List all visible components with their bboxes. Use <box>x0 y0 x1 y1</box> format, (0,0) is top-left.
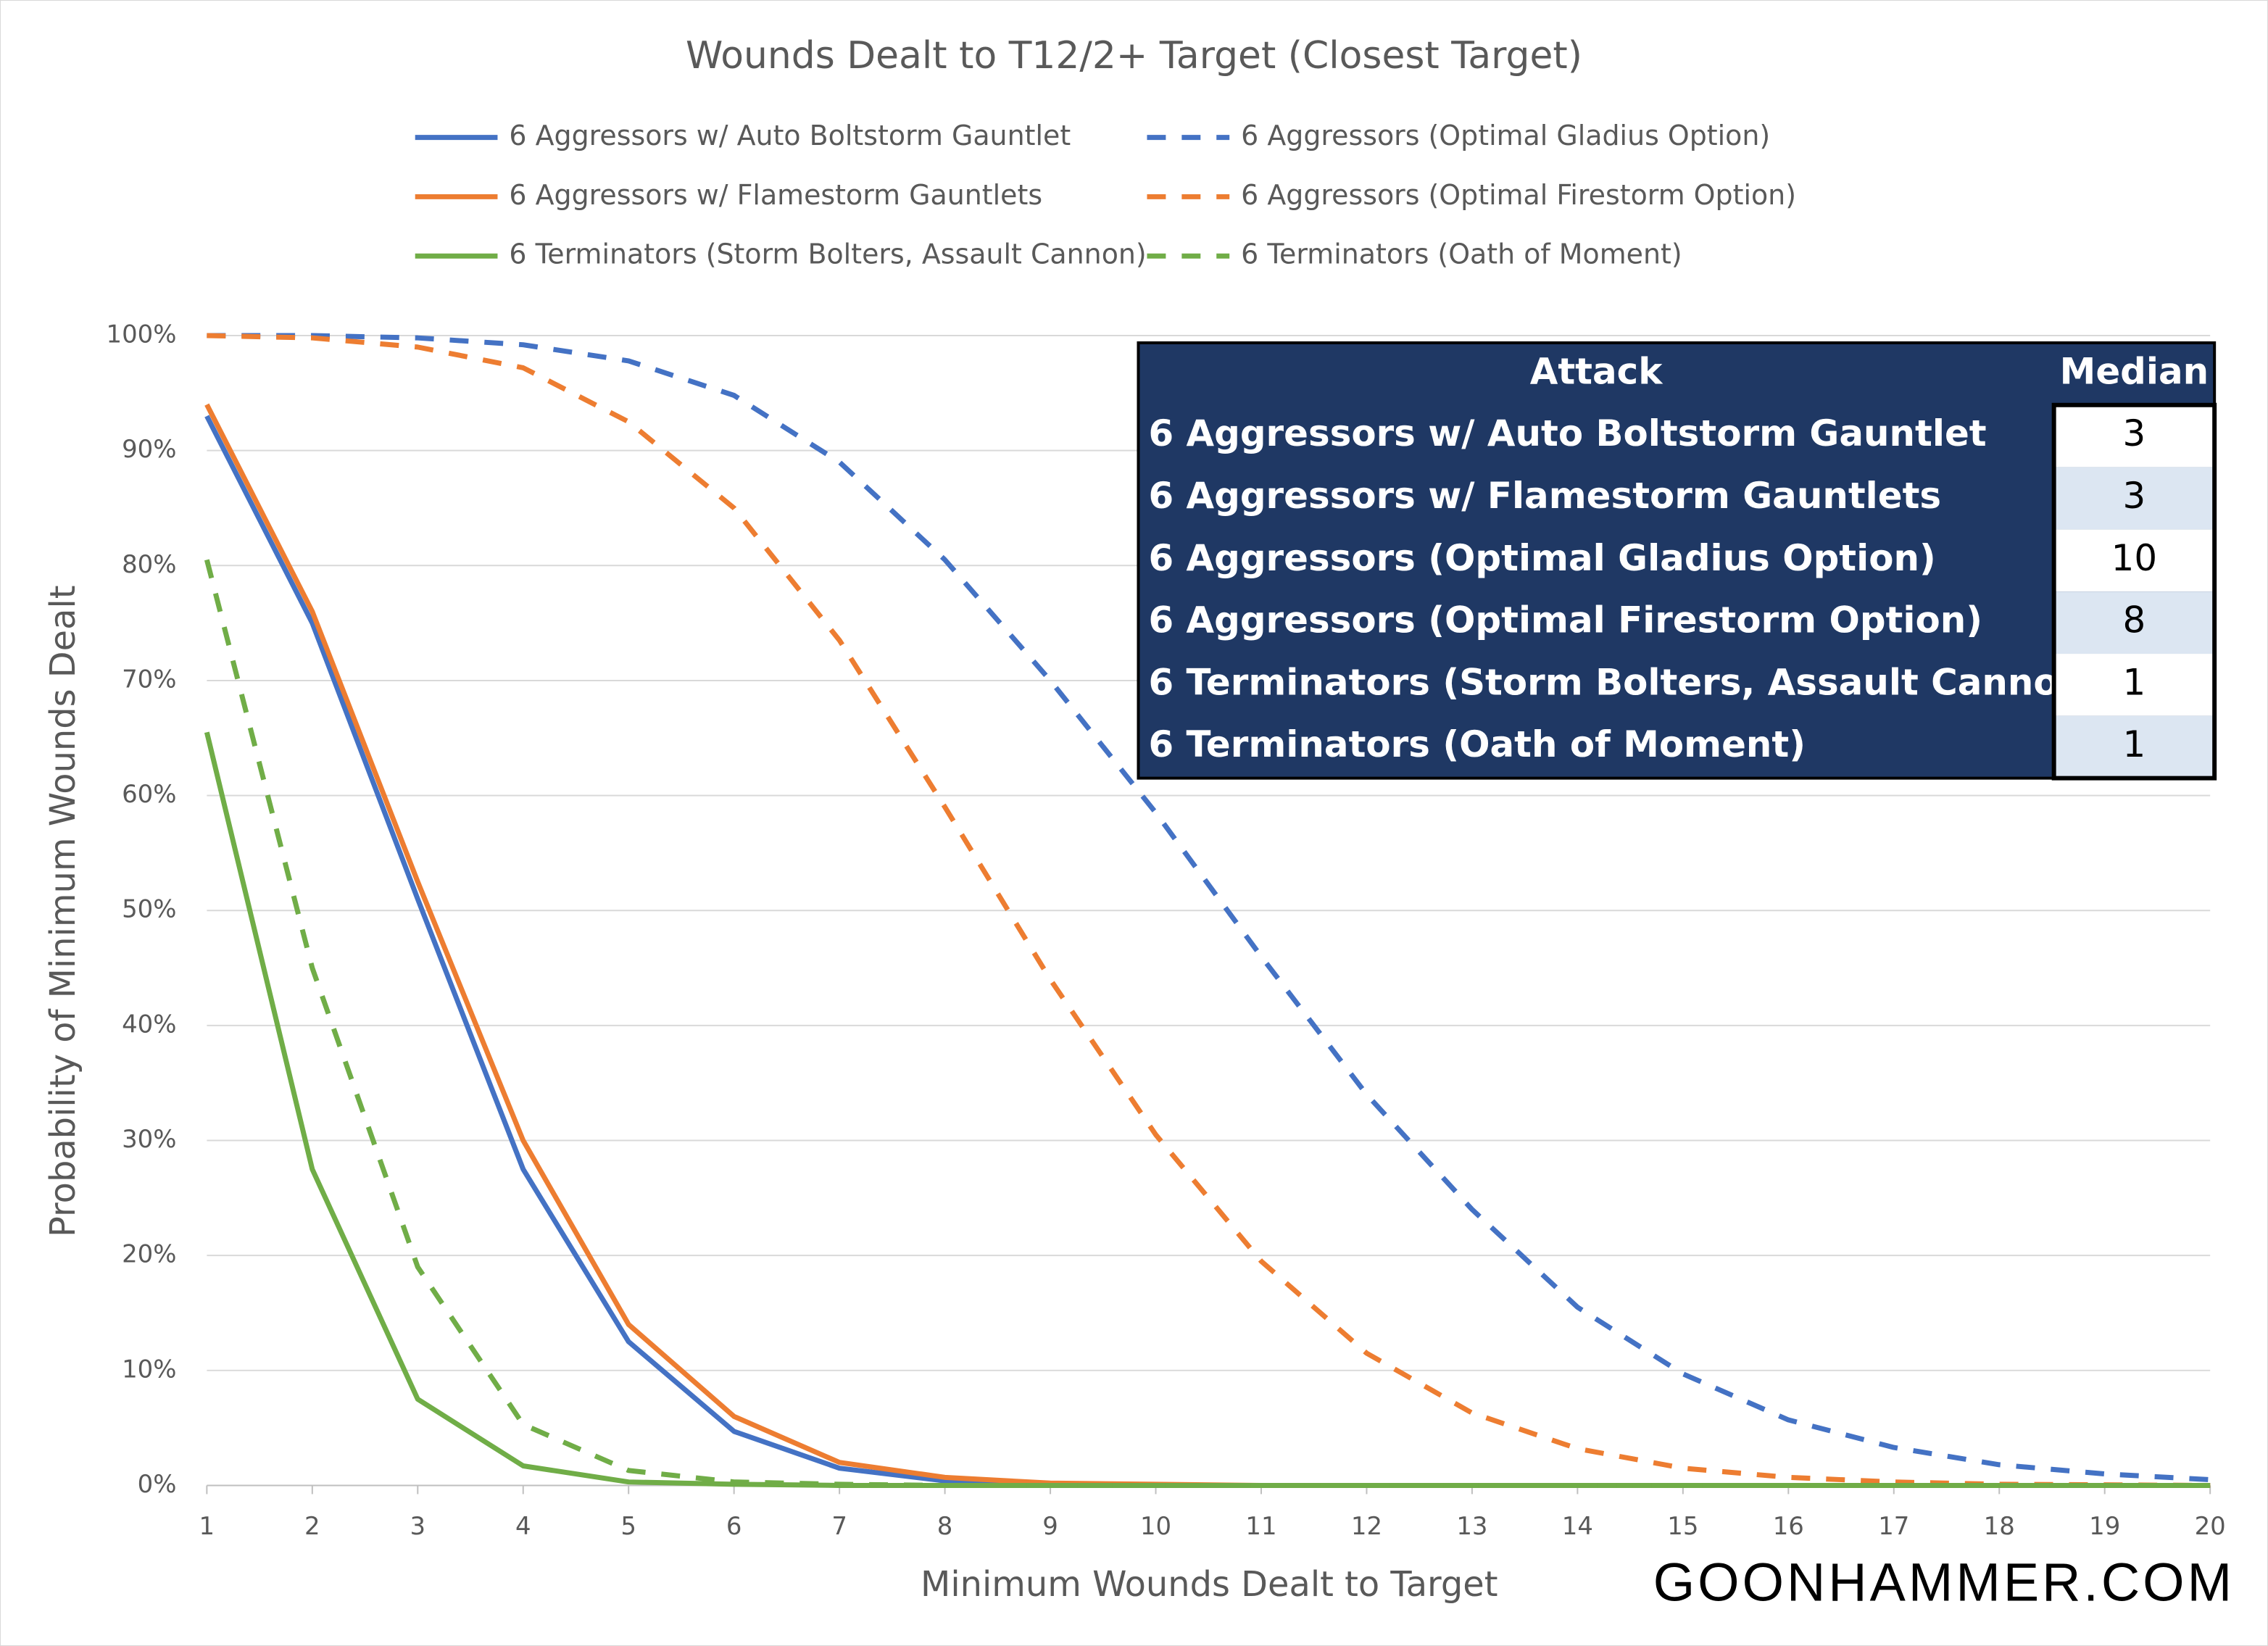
x-axis-title: Minimum Wounds Dealt to Target <box>921 1565 1498 1605</box>
legend-label: 6 Terminators (Oath of Moment) <box>1241 238 1682 270</box>
series-line <box>207 333 2211 1488</box>
y-tick-label: 100% <box>107 320 177 349</box>
y-tick-label: 20% <box>122 1240 176 1268</box>
table-cell-label: 6 Aggressors w/ Auto Boltstorm Gauntlet <box>1148 412 1986 454</box>
x-tick-label: 3 <box>410 1512 426 1540</box>
x-tick-label: 9 <box>1042 1512 1058 1540</box>
table-background <box>1137 341 2217 780</box>
table-border <box>2051 402 2217 781</box>
series-line <box>204 559 2211 1488</box>
x-tick-label: 12 <box>1351 1512 1382 1540</box>
x-tick-label: 17 <box>1878 1512 1909 1540</box>
y-tick-label: 60% <box>122 780 176 808</box>
chart-title: Wounds Dealt to T12/2+ Target (Closest T… <box>686 34 1582 78</box>
table-cell-label: 6 Terminators (Oath of Moment) <box>1148 723 1806 765</box>
x-tick-label: 14 <box>1562 1512 1593 1540</box>
table-cell <box>2053 404 2215 467</box>
table-cell <box>2053 591 2215 654</box>
y-tick-label: 80% <box>122 550 176 578</box>
table-cell-label: 6 Terminators (Storm Bolters, Assault Ca… <box>1148 661 2101 703</box>
table-cell-value: 10 <box>2111 537 2157 579</box>
x-tick-label: 1 <box>199 1512 215 1540</box>
table-cell-value: 8 <box>2123 599 2146 641</box>
y-tick-label: 30% <box>122 1125 176 1153</box>
table-header: Attack <box>1530 350 1664 392</box>
x-tick-label: 2 <box>304 1512 320 1540</box>
table-header: Median <box>2060 350 2209 392</box>
table-cell-value: 3 <box>2123 412 2146 454</box>
legend-label: 6 Aggressors (Optimal Firestorm Option) <box>1241 179 1796 211</box>
y-axis-title: Probability of Minimum Wounds Dealt <box>43 585 83 1237</box>
watermark: GOONHAMMER.COM <box>1653 1553 2235 1613</box>
y-tick-label: 70% <box>122 665 176 693</box>
series-line <box>207 333 2211 1483</box>
y-tick-label: 40% <box>122 1010 176 1038</box>
y-tick-label: 10% <box>122 1355 176 1383</box>
x-tick-label: 10 <box>1140 1512 1171 1540</box>
table-cell-label: 6 Aggressors w/ Flamestorm Gauntlets <box>1148 475 1941 517</box>
table-cell <box>2053 529 2215 592</box>
y-tick-label: 50% <box>122 895 176 923</box>
x-tick-label: 8 <box>937 1512 953 1540</box>
table-cell <box>2053 467 2215 530</box>
x-tick-label: 6 <box>726 1512 742 1540</box>
x-tick-label: 4 <box>515 1512 531 1540</box>
legend-label: 6 Terminators (Storm Bolters, Assault Ca… <box>509 238 1146 270</box>
table-cell <box>2053 715 2215 778</box>
table-cell-value: 1 <box>2123 723 2146 765</box>
table-cell-label: 6 Aggressors (Optimal Gladius Option) <box>1148 537 1935 579</box>
x-tick-label: 7 <box>831 1512 847 1540</box>
y-tick-label: 90% <box>122 435 176 463</box>
table-cell-value: 3 <box>2123 475 2146 517</box>
legend-label: 6 Aggressors w/ Auto Boltstorm Gauntlet <box>509 120 1071 151</box>
x-tick-label: 11 <box>1245 1512 1276 1540</box>
legend-label: 6 Aggressors (Optimal Gladius Option) <box>1241 120 1770 151</box>
table-cell-value: 1 <box>2123 661 2146 703</box>
x-tick-label: 13 <box>1456 1512 1487 1540</box>
legend-label: 6 Aggressors w/ Flamestorm Gauntlets <box>509 179 1042 211</box>
x-tick-label: 19 <box>2089 1512 2120 1540</box>
y-tick-label: 0% <box>138 1470 177 1498</box>
table-cell <box>2053 654 2215 716</box>
x-tick-label: 18 <box>1984 1512 2015 1540</box>
x-tick-label: 15 <box>1667 1512 1698 1540</box>
x-tick-label: 16 <box>1773 1512 1804 1540</box>
x-tick-label: 20 <box>2195 1512 2226 1540</box>
x-tick-label: 5 <box>620 1512 636 1540</box>
table-cell-label: 6 Aggressors (Optimal Firestorm Option) <box>1148 599 1982 641</box>
